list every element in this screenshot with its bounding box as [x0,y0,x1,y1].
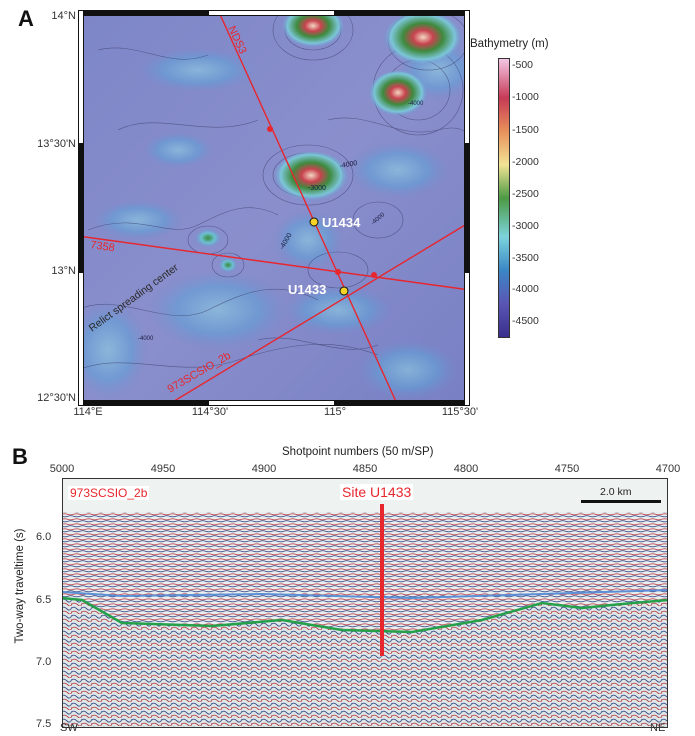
colorbar-tick: -2500 [512,188,539,200]
lon-label-114e: 114°E [73,406,103,418]
map-frame-top [78,10,470,16]
shotpoint-tick: 4700 [655,463,681,475]
seamount-central [273,152,349,204]
lon-label-115: 115° [324,406,346,418]
sw-end-label: SW [60,722,78,734]
horizon-blue [62,589,668,600]
colorbar-tick: -500 [512,59,534,71]
lon-label-115-30: 115°30' [441,406,479,418]
seamount-northeast [383,12,463,68]
traveltime-tick: 6.0 [36,531,52,543]
shotpoint-tick: 4750 [554,463,580,475]
bathymetry-map: -4000 -3000 -4000 -4000 -4000 -4000 NDS3… [78,10,470,406]
shotpoint-axis-title: Shotpoint numbers (50 m/SP) [282,446,434,458]
profile-label-7358: 7358 [90,239,116,254]
site-u1434-label: U1434 [322,215,361,230]
lon-label-114-30: 114°30' [191,406,229,418]
lat-label-14n: 14°N [51,10,76,22]
colorbar-tick: -2000 [512,156,539,168]
profile-marker [335,269,341,275]
map-frame-left [78,10,84,406]
colorbar-title: Bathymetry (m) [470,38,549,50]
lat-label-13-30n: 13°30'N [37,138,76,150]
bathymetry-colorbar [498,58,510,338]
basement-reflectors [62,598,668,728]
site-u1434-marker[interactable] [309,217,319,227]
knoll-west [194,228,222,248]
knoll-southwest [218,257,238,273]
horizon-green [62,596,668,634]
shotpoint-tick: 4950 [150,463,176,475]
profile-marker [267,126,273,132]
contour-label: -4000 [138,336,154,342]
colorbar-tick: -3000 [512,220,539,232]
seamount-east [368,71,428,119]
site-u1433-line [380,504,384,656]
scale-bar-label: 2.0 km [600,486,632,498]
colorbar-tick: -4500 [512,315,539,327]
site-u1433-marker[interactable] [339,286,349,296]
colorbar-tick: -4000 [512,283,539,295]
profile-lines [78,10,470,406]
contour-label: -4000 [408,101,424,107]
panel-a-letter: A [18,6,34,31]
site-u1433-label: U1433 [288,282,326,297]
shotpoint-tick: 4800 [453,463,479,475]
shotpoint-tick: 5000 [49,463,75,475]
colorbar-tick: -1000 [512,91,539,103]
panel-b-letter: B [12,444,28,469]
seamount-north [281,10,345,50]
contour-label: -3000 [308,185,326,192]
profile-marker [371,272,377,278]
traveltime-tick: 6.5 [36,594,52,606]
lat-label-12-30n: 12°30'N [37,392,76,404]
shotpoint-tick: 4850 [352,463,378,475]
ne-end-label: NE [650,722,666,734]
scale-bar [581,500,661,503]
seismic-profile-label: 973SCSIO_2b [68,486,150,500]
traveltime-axis-title: Two-way traveltime (s) [14,528,26,644]
contour-label: -4000 [339,160,358,170]
site-u1433-seismic-label: Site U1433 [340,484,414,500]
seismic-section [62,478,668,728]
colorbar-tick: -1500 [512,124,539,136]
map-frame-bottom [78,400,470,406]
colorbar-tick: -3500 [512,252,539,264]
traveltime-tick: 7.0 [36,656,52,668]
traveltime-tick: 7.5 [36,718,52,730]
lat-label-13n: 13°N [51,265,76,277]
map-frame-right [464,10,470,406]
seismic-frame [62,478,668,728]
shotpoint-tick: 4900 [251,463,277,475]
